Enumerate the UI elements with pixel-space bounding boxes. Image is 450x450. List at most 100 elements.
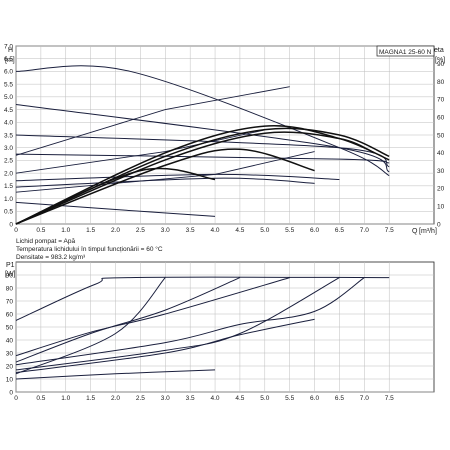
- y-tick-label: 20: [6, 363, 14, 370]
- x-tick-label: 4.5: [235, 395, 244, 402]
- y-tick-label: 4.0: [4, 120, 13, 127]
- y2-tick-label: 60: [437, 115, 445, 122]
- y-tick-label: 50: [6, 324, 14, 331]
- head-curves: [15, 65, 390, 225]
- y-tick-label: 90: [6, 272, 14, 279]
- y-tick-label: 0: [9, 389, 13, 396]
- x-tick-label: 3.5: [186, 227, 195, 234]
- x-tick-label: 7.5: [385, 395, 394, 402]
- head-curve: [15, 177, 315, 188]
- y-tick-label: 0: [9, 221, 13, 228]
- x-tick-label: 5.0: [260, 227, 269, 234]
- x-tick-label: 0: [14, 227, 18, 234]
- y-tick-label: 3.0: [4, 145, 13, 152]
- model-label: MAGNA1 25-60 N: [379, 49, 432, 56]
- x-tick-label: 2.5: [136, 395, 145, 402]
- power-curve: [15, 318, 315, 373]
- x-tick-label: 6.0: [310, 395, 319, 402]
- y2-tick-label: 90: [437, 61, 445, 68]
- x-tick-label: 0.5: [36, 395, 45, 402]
- x-tick-label: 4.5: [235, 227, 244, 234]
- x-tick-label: 1.0: [61, 395, 70, 402]
- y2-tick-label: 20: [437, 186, 445, 193]
- y-tick-label: 30: [6, 350, 14, 357]
- x-tick-label: 5.5: [285, 395, 294, 402]
- y-tick-label: 60: [6, 311, 14, 318]
- x-tick-label: 1.5: [86, 395, 95, 402]
- y-tick-label: 1.5: [4, 183, 13, 190]
- x-tick-label: 7.0: [360, 227, 369, 234]
- power-curve: [15, 276, 390, 321]
- y-tick-label: 5.5: [4, 81, 13, 88]
- model-label-box: [376, 45, 435, 57]
- y-tick-label: 0.5: [4, 209, 13, 216]
- efficiency-curve: [15, 148, 315, 225]
- x-tick-label: 3.0: [161, 227, 170, 234]
- y-tick-label: 6.5: [4, 56, 13, 63]
- x-tick-label: 4.0: [211, 395, 220, 402]
- x-tick-label: 6.5: [335, 395, 344, 402]
- y-tick-label: 1.0: [4, 196, 13, 203]
- head-curve: [15, 173, 340, 182]
- head-curve: [15, 134, 390, 168]
- power-curve: [15, 277, 166, 375]
- note-liquid: Lichid pompat = Apă: [16, 238, 75, 245]
- x-tick-label: 1.0: [61, 227, 70, 234]
- note-density: Densitate = 983.2 kg/m³: [16, 254, 86, 261]
- system-curve: [15, 86, 290, 156]
- efficiency-curve: [15, 167, 216, 225]
- power-axis-label: P1: [6, 262, 15, 269]
- x-tick-label: 7.5: [385, 227, 394, 234]
- y-tick-label: 40: [6, 337, 14, 344]
- x-tick-label: 5.5: [285, 227, 294, 234]
- head-axis-label: H: [8, 47, 13, 54]
- power-curves: [15, 276, 390, 380]
- power-curve: [15, 277, 365, 366]
- y-tick-label: 70: [6, 298, 14, 305]
- power-curve: [15, 277, 290, 357]
- y-tick-label: 7.0: [4, 43, 13, 50]
- y2-tick-label: 70: [437, 97, 445, 104]
- power-curve: [15, 277, 241, 363]
- x-tick-label: 4.0: [211, 227, 220, 234]
- power-axis-unit: [W]: [5, 271, 16, 278]
- x-tick-label: 2.0: [111, 395, 120, 402]
- note-temperature: Temperatura lichidului în timpul funcțio…: [16, 245, 163, 253]
- y2-tick-label: 80: [437, 79, 445, 86]
- head-curve: [15, 103, 390, 173]
- y-tick-label: 6.0: [4, 69, 13, 76]
- x-tick-label: 2.5: [136, 227, 145, 234]
- x-tick-label: 1.5: [86, 227, 95, 234]
- y-tick-label: 4.5: [4, 107, 13, 114]
- power-curve: [15, 369, 216, 380]
- y2-tick-label: 30: [437, 168, 445, 175]
- head-axis-unit: [m]: [5, 57, 15, 64]
- eta-axis-label: eta: [434, 47, 444, 54]
- y-tick-label: 2.5: [4, 158, 13, 165]
- y2-tick-label: 40: [437, 150, 445, 157]
- power-tick-labels: 0 0.5 1.0 1.5 2.0 2.5 3.0 3.5 4.0 4.5 5.0 5.5 6.0 6.5…: [6, 272, 394, 402]
- x-tick-label: 0: [14, 395, 18, 402]
- x-tick-label: 6.5: [335, 227, 344, 234]
- x-tick-label: 3.5: [186, 395, 195, 402]
- efficiency-curve: [15, 131, 375, 225]
- x-tick-label: 5.0: [260, 395, 269, 402]
- x-tick-label: 6.0: [310, 227, 319, 234]
- y-tick-label: 2.0: [4, 170, 13, 177]
- x-tick-label: 0.5: [36, 227, 45, 234]
- head-curve: [15, 201, 216, 217]
- eta-axis-unit: [%]: [435, 57, 445, 64]
- head-curve: [15, 153, 390, 164]
- flow-axis-label: Q: [412, 228, 418, 235]
- y2-tick-label: 50: [437, 132, 445, 139]
- y-tick-label: 10: [6, 376, 14, 383]
- x-tick-label: 3.0: [161, 395, 170, 402]
- y2-tick-label: 10: [437, 204, 445, 211]
- y-tick-label: 80: [6, 285, 14, 292]
- y2-tick-label: 0: [437, 221, 441, 228]
- flow-axis-unit: [m³/h]: [419, 228, 437, 235]
- system-curve: [15, 129, 265, 174]
- head-tick-labels: 0 0.5 1.0 1.5 2.0 2.5 3.0 3.5 4.0 4.5 5.0 5.5 6.0 6.5…: [4, 43, 445, 234]
- y-tick-label: 3.5: [4, 132, 13, 139]
